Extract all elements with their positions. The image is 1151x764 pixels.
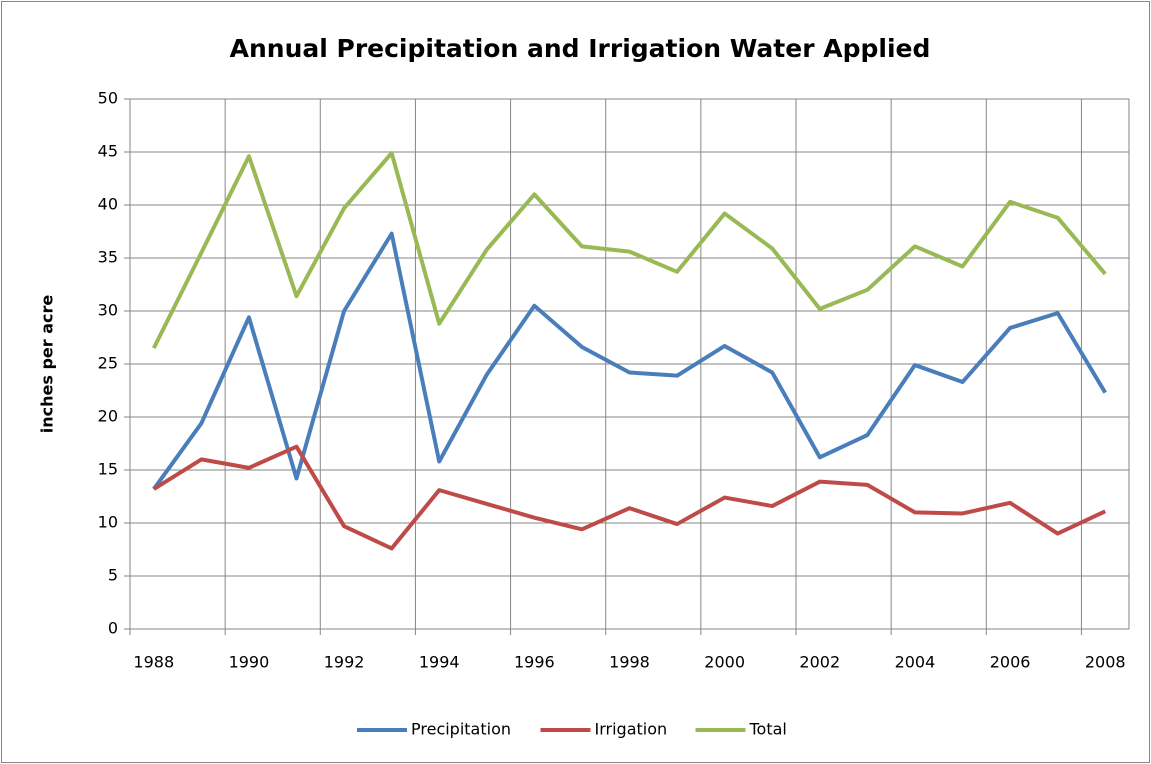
legend-label: Irrigation	[595, 720, 668, 739]
legend-label: Total	[749, 720, 787, 739]
series-line	[152, 444, 1107, 551]
x-tick-label: 1990	[229, 653, 270, 672]
x-tick-label: 1998	[609, 653, 650, 672]
x-tick-label: 2006	[990, 653, 1031, 672]
y-tick-label: 0	[108, 619, 118, 638]
y-tick-label: 50	[98, 89, 118, 108]
y-tick-label: 45	[98, 142, 118, 161]
y-axis-label: inches per acre	[38, 295, 57, 434]
x-tick-label: 1994	[419, 653, 460, 672]
y-tick-label: 15	[98, 460, 118, 479]
series-line	[152, 231, 1107, 491]
y-tick-label: 25	[98, 354, 118, 373]
y-tick-label: 40	[98, 195, 118, 214]
chart-title: Annual Precipitation and Irrigation Wate…	[230, 34, 931, 63]
y-tick-label: 35	[98, 248, 118, 267]
y-tick-label: 30	[98, 301, 118, 320]
legend-label: Precipitation	[411, 720, 511, 739]
y-tick-label: 20	[98, 407, 118, 426]
x-tick-label: 2002	[799, 653, 840, 672]
x-tick-label: 2008	[1085, 653, 1126, 672]
x-tick-label: 1992	[324, 653, 365, 672]
x-tick-label: 2004	[895, 653, 936, 672]
y-tick-label: 10	[98, 513, 118, 532]
x-tick-label: 1988	[133, 653, 174, 672]
x-tick-label: 1996	[514, 653, 555, 672]
series-line	[151, 151, 1107, 349]
y-tick-label: 5	[108, 566, 118, 585]
x-tick-label: 2000	[704, 653, 745, 672]
